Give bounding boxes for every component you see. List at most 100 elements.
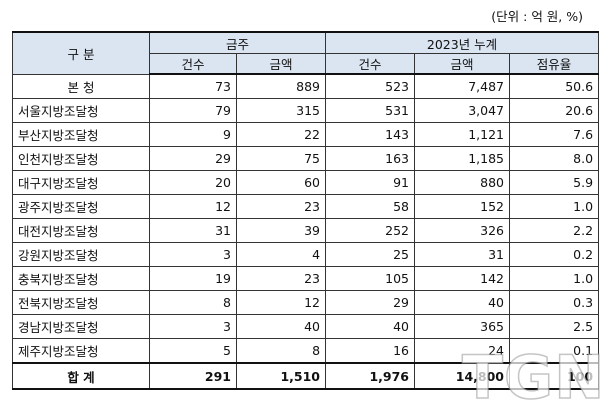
share: 20.6 xyxy=(509,98,600,123)
table-row: 본 청 73 889 523 7,487 50.6 xyxy=(12,73,600,99)
unit-note: (단위 : 억 원, %) xyxy=(491,9,583,24)
week-amount: 75 xyxy=(235,146,327,171)
cum-count: 25 xyxy=(325,242,416,267)
row-name: 대전지방조달청 xyxy=(12,218,150,243)
table-row: 광주지방조달청 12 23 58 152 1.0 xyxy=(12,194,600,219)
table-row: 부산지방조달청 9 22 143 1,121 7.6 xyxy=(12,122,600,147)
total-cum-amount: 14,800 xyxy=(414,362,511,390)
share: 0.1 xyxy=(509,338,600,364)
share: 2.2 xyxy=(509,218,600,243)
total-row: 합 계 291 1,510 1,976 14,800 100 xyxy=(12,362,600,390)
week-amount: 315 xyxy=(235,98,327,123)
share: 5.9 xyxy=(509,170,600,195)
cum-amount: 880 xyxy=(414,170,511,195)
cum-amount: 142 xyxy=(414,266,511,291)
share: 50.6 xyxy=(509,73,600,99)
cum-count: 163 xyxy=(325,146,416,171)
cum-count: 531 xyxy=(325,98,416,123)
week-count: 3 xyxy=(149,314,237,339)
row-name: 부산지방조달청 xyxy=(12,122,150,147)
header-week-group: 금주 xyxy=(148,31,327,54)
cum-amount: 40 xyxy=(414,290,511,315)
table-row: 충북지방조달청 19 23 105 142 1.0 xyxy=(12,266,600,291)
week-count: 20 xyxy=(149,170,237,195)
row-name: 본 청 xyxy=(12,73,150,99)
cum-amount: 3,047 xyxy=(414,98,511,123)
row-name: 강원지방조달청 xyxy=(12,242,150,267)
cum-amount: 24 xyxy=(414,338,511,364)
table-row: 서울지방조달청 79 315 531 3,047 20.6 xyxy=(12,98,600,123)
header-share: 점유율 xyxy=(509,53,600,75)
header-row-2: 건수 금액 건수 금액 점유율 xyxy=(13,53,600,75)
cum-amount: 1,121 xyxy=(414,122,511,147)
share: 1.0 xyxy=(509,266,600,291)
week-count: 29 xyxy=(149,146,237,171)
row-name: 광주지방조달청 xyxy=(12,194,150,219)
week-amount: 23 xyxy=(235,266,327,291)
row-name: 서울지방조달청 xyxy=(12,98,150,123)
cum-count: 40 xyxy=(325,314,416,339)
header-cumulative-group: 2023년 누계 xyxy=(325,31,600,54)
week-count: 9 xyxy=(149,122,237,147)
row-name: 대구지방조달청 xyxy=(12,170,150,195)
header-cum-amount: 금액 xyxy=(414,53,511,75)
week-amount: 39 xyxy=(235,218,327,243)
week-amount: 12 xyxy=(235,290,327,315)
week-count: 8 xyxy=(149,290,237,315)
cum-amount: 365 xyxy=(414,314,511,339)
total-week-amount: 1,510 xyxy=(235,362,327,390)
week-count: 79 xyxy=(149,98,237,123)
total-share: 100 xyxy=(509,362,600,390)
week-count: 12 xyxy=(149,194,237,219)
table-row: 인천지방조달청 29 75 163 1,185 8.0 xyxy=(12,146,600,171)
cum-amount: 152 xyxy=(414,194,511,219)
table-row: 제주지방조달청 5 8 16 24 0.1 xyxy=(12,338,600,364)
week-count: 19 xyxy=(149,266,237,291)
row-name: 제주지방조달청 xyxy=(12,338,150,364)
week-count: 31 xyxy=(149,218,237,243)
table-row: 대전지방조달청 31 39 252 326 2.2 xyxy=(12,218,600,243)
cum-amount: 7,487 xyxy=(414,73,511,99)
cum-count: 58 xyxy=(325,194,416,219)
cum-amount: 326 xyxy=(414,218,511,243)
week-amount: 8 xyxy=(235,338,327,364)
share: 7.6 xyxy=(509,122,600,147)
cum-amount: 1,185 xyxy=(414,146,511,171)
cum-count: 523 xyxy=(325,73,416,99)
header-row-1: 구 분 금주 2023년 누계 xyxy=(12,31,600,75)
procurement-table: 구 분 금주 2023년 누계 건수 금액 건수 금액 점유율 본 청 73 8… xyxy=(12,31,600,390)
cum-count: 16 xyxy=(325,338,416,364)
total-cum-count: 1,976 xyxy=(325,362,416,390)
table-row: 경남지방조달청 3 40 40 365 2.5 xyxy=(12,314,600,339)
row-name: 경남지방조달청 xyxy=(12,314,150,339)
week-amount: 23 xyxy=(235,194,327,219)
cum-count: 29 xyxy=(325,290,416,315)
table-row: 대구지방조달청 20 60 91 880 5.9 xyxy=(12,170,600,195)
week-amount: 40 xyxy=(235,314,327,339)
row-name: 전북지방조달청 xyxy=(12,290,150,315)
header-category: 구 분 xyxy=(12,31,150,75)
cum-count: 252 xyxy=(325,218,416,243)
header-week-count: 건수 xyxy=(149,53,237,75)
total-label: 합 계 xyxy=(12,362,150,390)
header-cum-count: 건수 xyxy=(325,53,416,75)
cum-count: 91 xyxy=(325,170,416,195)
week-count: 5 xyxy=(149,338,237,364)
week-count: 3 xyxy=(149,242,237,267)
table-row: 전북지방조달청 8 12 29 40 0.3 xyxy=(12,290,600,315)
share: 1.0 xyxy=(509,194,600,219)
row-name: 충북지방조달청 xyxy=(12,266,150,291)
week-amount: 889 xyxy=(235,73,327,99)
cum-count: 105 xyxy=(325,266,416,291)
cum-amount: 31 xyxy=(414,242,511,267)
share: 2.5 xyxy=(509,314,600,339)
week-count: 73 xyxy=(149,73,237,99)
total-week-count: 291 xyxy=(149,362,237,390)
header-week-amount: 금액 xyxy=(235,53,327,75)
row-name: 인천지방조달청 xyxy=(12,146,150,171)
week-amount: 60 xyxy=(235,170,327,195)
week-amount: 4 xyxy=(235,242,327,267)
share: 0.2 xyxy=(509,242,600,267)
table-row: 강원지방조달청 3 4 25 31 0.2 xyxy=(12,242,600,267)
week-amount: 22 xyxy=(235,122,327,147)
